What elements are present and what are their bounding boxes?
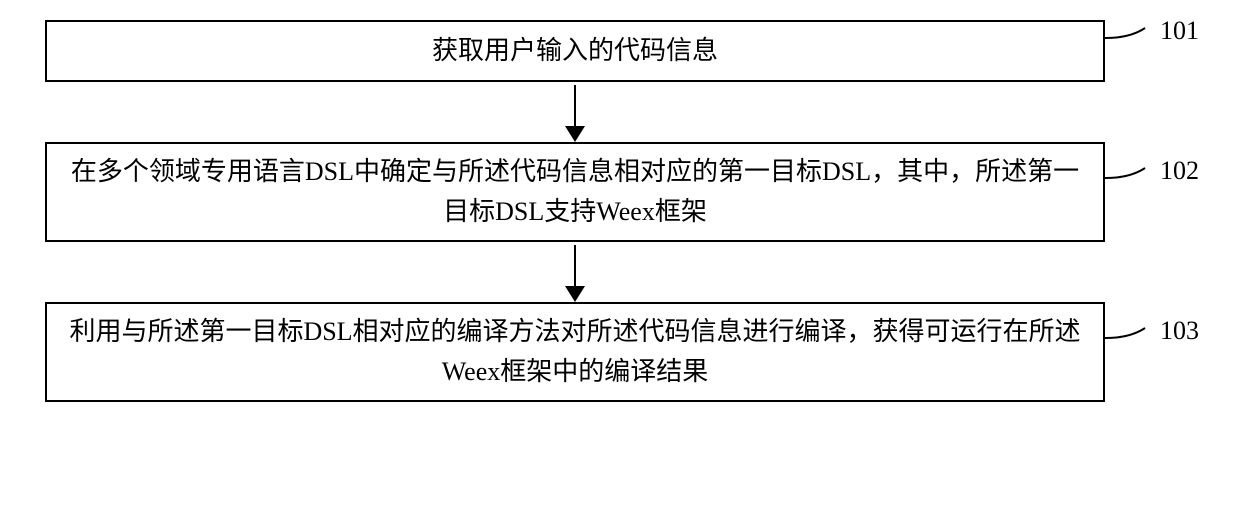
arrow-1: [45, 82, 1105, 142]
flow-step-101: 获取用户输入的代码信息: [45, 20, 1105, 82]
flow-step-101-text: 获取用户输入的代码信息: [432, 31, 718, 71]
flow-step-102-text: 在多个领域专用语言DSL中确定与所述代码信息相对应的第一目标DSL，其中，所述第…: [67, 152, 1083, 233]
arrow-line-2: [574, 245, 576, 300]
flow-step-103-text: 利用与所述第一目标DSL相对应的编译方法对所述代码信息进行编译，获得可运行在所述…: [67, 312, 1083, 393]
arrow-line-1: [574, 85, 576, 140]
arrow-2: [45, 242, 1105, 302]
label-103: 103: [1160, 316, 1199, 346]
flow-step-103: 利用与所述第一目标DSL相对应的编译方法对所述代码信息进行编译，获得可运行在所述…: [45, 302, 1105, 402]
label-102: 102: [1160, 156, 1199, 186]
label-101: 101: [1160, 16, 1199, 46]
flow-step-102: 在多个领域专用语言DSL中确定与所述代码信息相对应的第一目标DSL，其中，所述第…: [45, 142, 1105, 242]
flowchart-container: 获取用户输入的代码信息 在多个领域专用语言DSL中确定与所述代码信息相对应的第一…: [45, 20, 1195, 402]
